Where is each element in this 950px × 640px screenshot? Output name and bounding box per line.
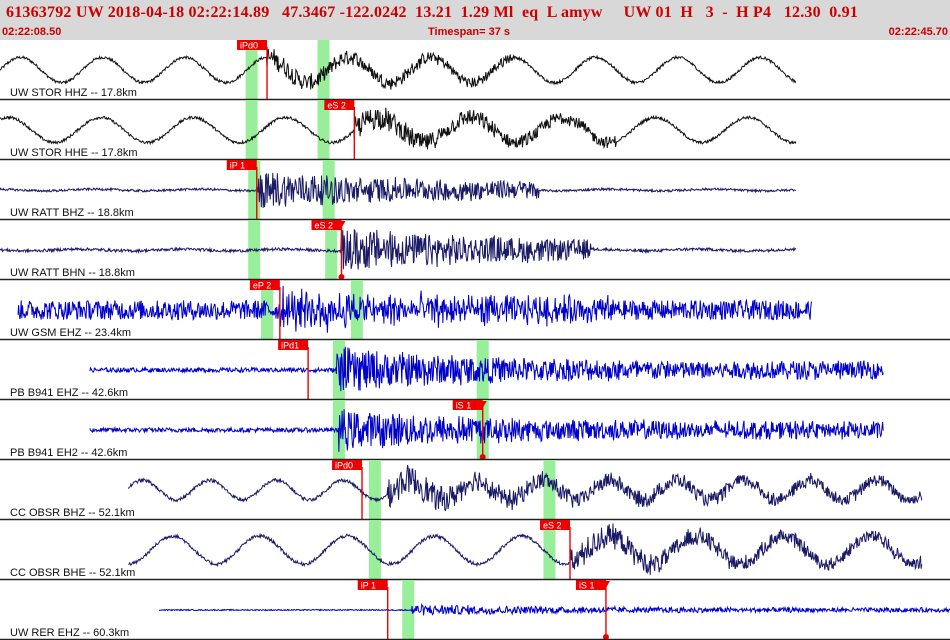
waveform: [128, 523, 923, 575]
analyst-user: amyw: [560, 4, 603, 21]
quality: H: [736, 4, 749, 21]
pick-arrow-dot: [338, 274, 345, 280]
station-label: UW STOR HHE -- 17.8km: [10, 147, 138, 159]
start-time: 02:22:08.50: [2, 26, 62, 38]
timespan: Timespan= 37 s: [428, 26, 510, 38]
pick-label-box: [226, 160, 257, 170]
pick-arrow: [601, 581, 610, 588]
waveform: [0, 172, 797, 208]
waveform: [127, 464, 923, 512]
count: 3: [705, 4, 714, 21]
waveform: [89, 346, 884, 392]
waveform: [158, 602, 950, 616]
origin-time: 2018-04-18 02:22:14.89: [107, 4, 270, 21]
station-label: UW RER EHZ -- 60.3km: [10, 627, 129, 639]
waveform: [0, 107, 797, 150]
pick-label-box: [311, 220, 342, 230]
pick-arrow: [337, 221, 346, 228]
pick-arrow-dot: [479, 454, 486, 460]
pick-window: [543, 520, 556, 580]
trace-row: iPd1 PB B941 EHZ -- 42.6km: [0, 340, 950, 401]
pick-label-box: [278, 340, 309, 350]
pick-label: iP 1: [230, 161, 245, 171]
pick-window: [368, 520, 381, 580]
trace-row: eS 2 UW STOR HHE -- 17.8km: [0, 100, 950, 161]
pick-label: iP 1: [361, 581, 376, 591]
station-label: PB B941 EH2 -- 42.6km: [10, 447, 127, 459]
pick-arrow: [478, 401, 487, 408]
station-label: PB B941 EHZ -- 42.6km: [10, 387, 128, 399]
pick-window: [322, 160, 335, 220]
network-code: UW: [75, 4, 104, 21]
timespan-label: Timespan=: [428, 26, 486, 38]
pick-label: iPd0: [240, 41, 258, 51]
author-network: UW: [623, 4, 652, 21]
pick-label: eS 2: [327, 101, 346, 111]
waveform: [0, 48, 797, 90]
gtype: H: [680, 4, 693, 21]
event-type: eq: [521, 4, 539, 21]
version: 01: [655, 4, 672, 21]
pick-label-box: [237, 40, 268, 50]
pick-label: iPd0: [335, 461, 353, 471]
trace-row: eP 2 UW GSM EHZ -- 23.4km: [0, 280, 950, 341]
dash: -: [722, 4, 728, 21]
trace-row: iS 1 PB B941 EH2 -- 42.6km: [0, 400, 950, 461]
pick-window: [245, 40, 258, 100]
pick-label-box: [357, 580, 388, 590]
pick-label: iS 1: [456, 401, 472, 411]
station-label: UW RATT BHZ -- 18.8km: [10, 207, 134, 219]
trace-row: iP 1 iS 1 UW RER EHZ -- 60.3km: [0, 580, 950, 640]
pick-label: eS 2: [314, 221, 333, 231]
pick-label-box: [540, 520, 570, 530]
trace-row: eS 2 UW RATT BHN -- 18.8km: [0, 220, 950, 281]
station-label: UW GSM EHZ -- 23.4km: [10, 327, 131, 339]
pick-label: iPd1: [281, 341, 299, 351]
end-time: 02:22:45.70: [888, 26, 948, 38]
event-id: 61363792: [6, 4, 72, 21]
pick-label: eS 2: [543, 521, 562, 531]
pick-window: [325, 220, 338, 280]
station-label: CC OBSR BHZ -- 52.1km: [10, 507, 135, 519]
magnitude-type: Ml: [493, 4, 514, 21]
trace-row: iP 1 UW RATT BHZ -- 18.8km: [0, 160, 950, 221]
latitude: 47.3467: [282, 4, 336, 21]
event-flag: L: [546, 4, 557, 21]
trace-row: iPd0 CC OBSR BHZ -- 52.1km: [0, 460, 950, 521]
pick-window: [368, 460, 381, 520]
magnitude: 1.29: [460, 4, 490, 21]
event-summary-line: 61363792 UW 2018-04-18 02:22:14.89 47.34…: [6, 4, 858, 22]
distance-value: 12.30: [783, 4, 821, 21]
pick-window: [317, 100, 330, 160]
trace-row: eS 2 CC OBSR BHE -- 52.1km: [0, 520, 950, 581]
pick-label-box: [452, 400, 483, 410]
longitude: -122.0242: [339, 4, 407, 21]
pick-window: [245, 100, 258, 160]
event-header: 61363792 UW 2018-04-18 02:22:14.89 47.34…: [0, 0, 950, 40]
pick-label-box: [249, 280, 280, 290]
pick-arrow-dot: [602, 634, 609, 640]
waveform: [89, 409, 884, 452]
pick-label: eP 2: [253, 281, 271, 291]
station-label: UW RATT BHN -- 18.8km: [10, 267, 135, 279]
station-label: UW STOR HHZ -- 17.8km: [10, 87, 137, 99]
waveform-panel[interactable]: iPd0 UW STOR HHZ -- 17.8km eS 2 UW STOR HHE…: [0, 40, 950, 640]
rms-value: 0.91: [829, 4, 859, 21]
trace-row: iPd0 UW STOR HHZ -- 17.8km: [0, 40, 950, 101]
depth: 13.21: [415, 4, 453, 21]
phase-code: P4: [753, 4, 772, 21]
waveform: [0, 228, 797, 270]
pick-window: [543, 460, 556, 520]
pick-label-box: [324, 100, 355, 110]
pick-label: iS 1: [579, 581, 595, 591]
timespan-value: 37 s: [488, 26, 511, 38]
pick-label-box: [332, 460, 363, 470]
station-label: CC OBSR BHE -- 52.1km: [10, 567, 135, 579]
pick-window: [261, 280, 274, 340]
waveform: [17, 285, 812, 333]
pick-label-box: [575, 580, 606, 590]
